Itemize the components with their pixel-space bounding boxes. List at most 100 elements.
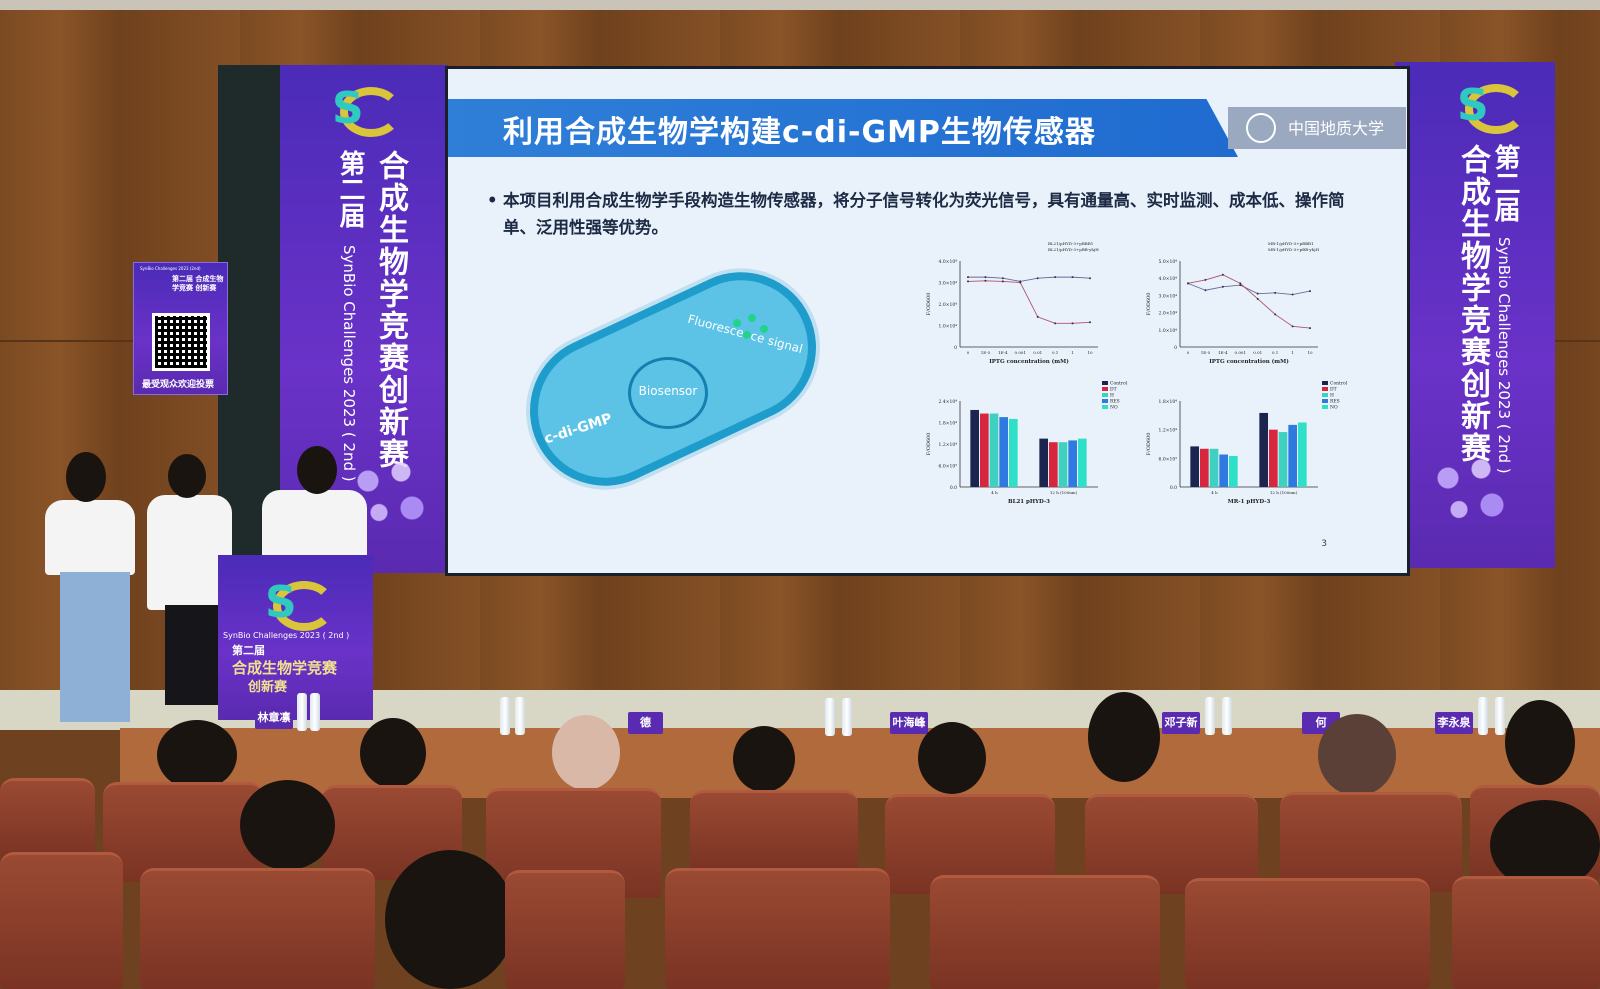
legend-swatch — [1322, 399, 1328, 403]
x-tick-label: 0.1 — [1052, 350, 1058, 355]
chart-bl21-line: 0 1.0×10⁴ 2.0×10⁴ 3.0×10⁴ 4.0×10⁴ F/OD600 IPTG… — [926, 241, 1099, 365]
bar — [999, 417, 1008, 487]
bar — [1200, 448, 1209, 487]
presenter-2-head — [168, 454, 206, 498]
fluorescent-dot — [748, 314, 756, 322]
bar — [1039, 438, 1049, 487]
seat — [930, 875, 1160, 989]
sc-logo — [1457, 80, 1527, 134]
water-bottle — [297, 693, 307, 731]
bar — [1288, 424, 1297, 487]
data-point — [1089, 277, 1091, 280]
x-tick-label: 0 — [967, 350, 970, 355]
bar — [1228, 455, 1238, 487]
banner-edition: 第二届 — [335, 150, 365, 228]
seat — [1185, 878, 1430, 989]
presenter-3-head — [297, 446, 337, 494]
data-point — [1187, 282, 1189, 285]
x-tick-label: 0.01 — [1253, 350, 1262, 355]
legend-entry: NO — [1330, 405, 1338, 411]
data-point — [1054, 322, 1057, 325]
fluorescent-dot — [760, 325, 768, 333]
legend-swatch — [1322, 405, 1328, 409]
data-point — [1071, 322, 1074, 325]
legend-entry: H — [1110, 393, 1114, 399]
seat — [0, 852, 123, 989]
x-tick-label: 4 h — [1211, 490, 1218, 495]
bar — [1209, 448, 1219, 487]
seat — [1280, 792, 1462, 892]
qr-code[interactable] — [152, 313, 210, 371]
data-point — [1001, 277, 1004, 280]
legend-swatch — [1102, 399, 1108, 403]
audience-head — [1088, 692, 1160, 782]
title-bar — [448, 99, 1238, 157]
bar — [1077, 438, 1087, 487]
x-tick-label: 1E-4 — [1218, 350, 1228, 355]
right-banner: 第二届 合成生物学竞赛创新赛 SynBio Challenges 2023 ( … — [1395, 62, 1555, 568]
series-line — [967, 280, 1091, 324]
qr-poster-small-title: SynBio Challenges 2023 (2nd) — [140, 266, 201, 271]
sc-logo — [265, 577, 335, 631]
water-bottle — [1478, 697, 1488, 735]
bar — [1219, 454, 1228, 487]
audience-head — [240, 780, 335, 870]
y-tick-label: 2.0×10⁴ — [939, 302, 958, 308]
y-tick-label: 1.8×10⁴ — [939, 421, 958, 427]
data-point — [1054, 276, 1057, 279]
banner-name: 合成生物学竞赛创新赛 — [1455, 144, 1490, 464]
data-point — [1204, 278, 1207, 281]
legend-swatch — [1102, 393, 1108, 397]
legend-swatch — [1102, 387, 1108, 391]
data-point — [1089, 321, 1091, 324]
audience-head-bald — [552, 715, 620, 790]
y-tick-label: 0 — [1174, 345, 1177, 351]
data-point — [1274, 313, 1277, 316]
audience-head — [733, 726, 795, 792]
legend-entry: BL21/pHYD-3+pBB-yhjH — [1048, 247, 1099, 252]
bar — [1008, 418, 1018, 487]
bar — [1190, 446, 1200, 487]
banner-name: 合成生物学竞赛创新赛 — [373, 150, 408, 470]
audience-head — [918, 722, 986, 794]
seat — [140, 868, 375, 989]
bar — [1259, 412, 1269, 487]
presenter-1-head — [66, 452, 106, 502]
data-point — [1071, 276, 1074, 279]
data-point — [1036, 277, 1039, 280]
presenter-2 — [147, 495, 232, 610]
legend-swatch — [1322, 381, 1328, 385]
audience-head — [157, 720, 237, 790]
data-point — [1256, 292, 1259, 295]
slide-title: 利用合成生物学构建c-di-GMP生物传感器 — [503, 115, 1096, 150]
y-tick-label: 3.0×10⁴ — [1159, 293, 1178, 299]
data-point — [984, 276, 987, 279]
y-axis-label: F/OD600 — [1146, 293, 1152, 316]
chart-bl21-bar: 0.0 6.0×10³ 1.2×10⁴ 1.8×10⁴ 2.4×10⁴ F/OD600 BL… — [926, 381, 1128, 506]
qr-poster-caption: 最受观众欢迎投票 — [142, 380, 215, 390]
bar — [1297, 422, 1307, 487]
legend-swatch — [1102, 405, 1108, 409]
data-point — [1291, 293, 1294, 296]
x-tick-label: 0 — [1187, 350, 1190, 355]
y-tick-label: 3.0×10⁴ — [939, 281, 958, 287]
legend-entry: MR-1/pHYD-3+pBB-yhjH — [1268, 247, 1320, 252]
seat — [690, 790, 858, 870]
sc-logo — [332, 83, 402, 137]
y-tick-label: 0.0 — [1170, 485, 1177, 491]
water-bottle — [1205, 697, 1215, 735]
legend-entry: Control — [1110, 381, 1128, 387]
x-tick-label: 12 h (100nm) — [1050, 490, 1078, 495]
legend-entry: H — [1330, 393, 1334, 399]
x-axis-label: BL21 pHYD-3 — [1008, 499, 1050, 505]
ceiling — [0, 0, 1600, 10]
data-point — [1239, 284, 1242, 287]
x-tick-label: 1E-5 — [981, 350, 991, 355]
x-tick-label: 1E-5 — [1201, 350, 1211, 355]
banner-edition: 第二届 — [1490, 144, 1520, 222]
data-point — [1019, 281, 1022, 284]
data-point — [1309, 290, 1311, 293]
seat — [505, 870, 625, 989]
legend-entry: BL21/pHYD-3+pBBR1 — [1048, 241, 1093, 246]
data-point — [1256, 297, 1259, 300]
